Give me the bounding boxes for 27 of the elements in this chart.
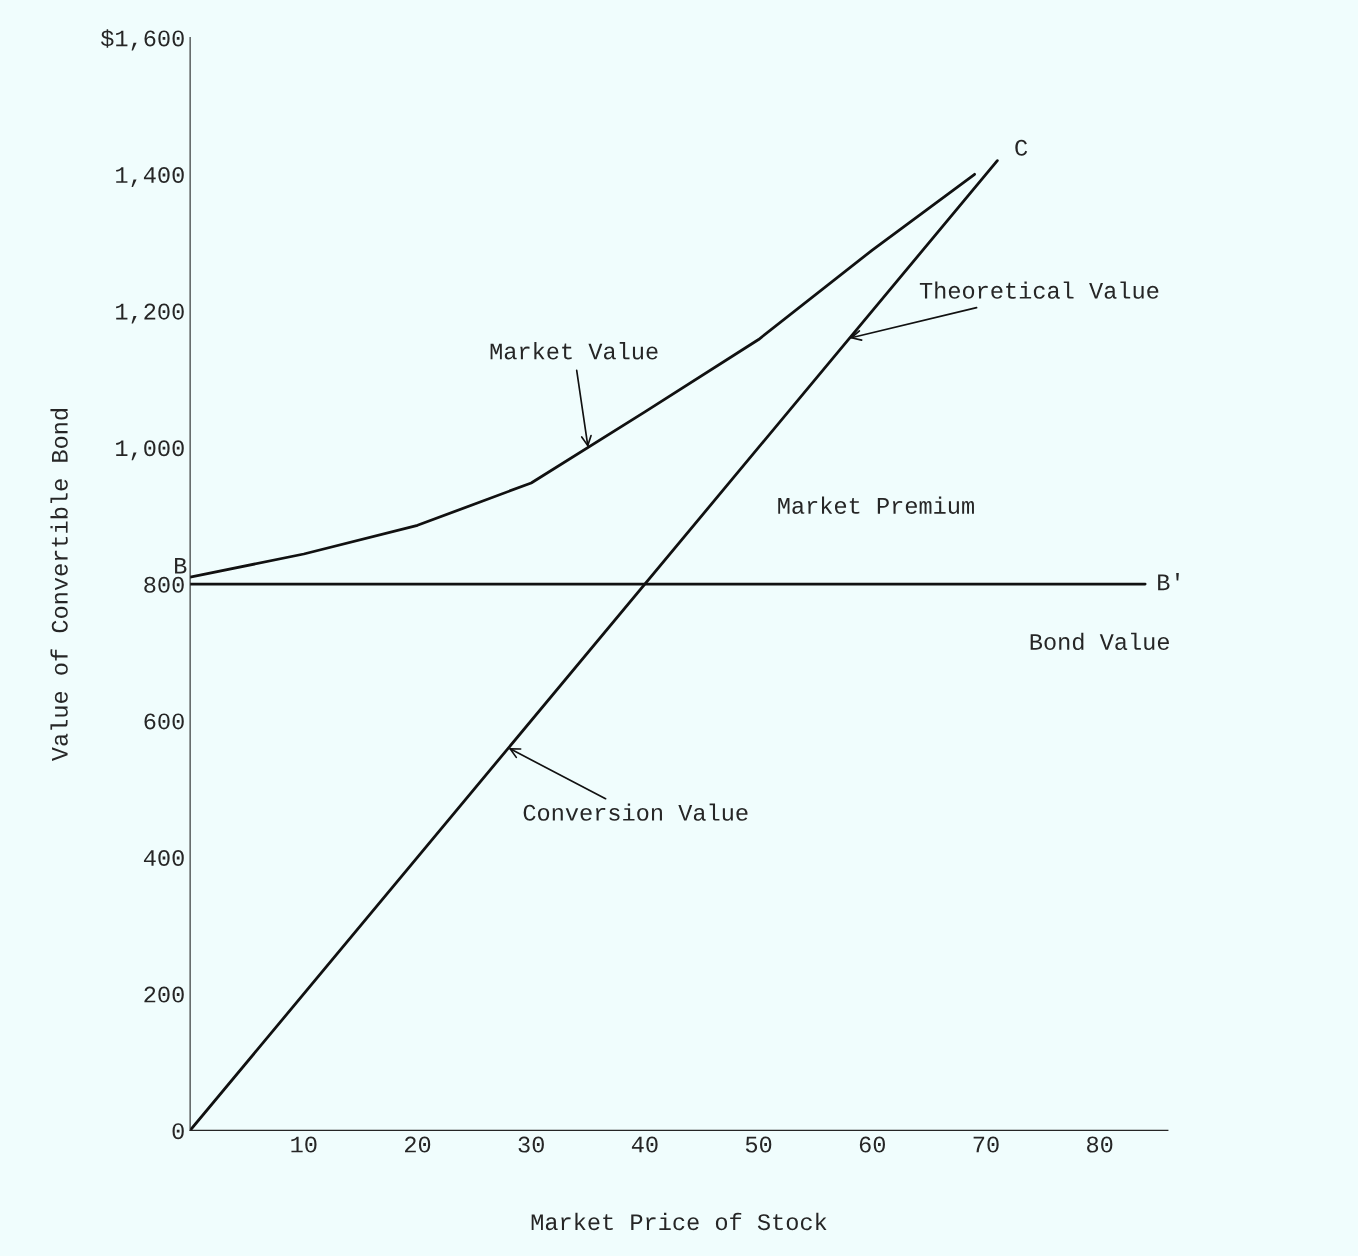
y-tick-label: 400 (143, 849, 184, 867)
annotation: Market Value (490, 342, 658, 360)
annotation: Bond Value (1030, 632, 1169, 651)
y-tick-label: 200 (144, 986, 184, 1003)
annotation: Market Premium (778, 496, 974, 514)
x-tick-label: 40 (631, 1136, 658, 1153)
y-axis-title: Value of Convertible Bond (50, 409, 68, 762)
x-tick-label: 50 (745, 1136, 772, 1153)
x-tick-label: 20 (405, 1136, 431, 1153)
annotation: Conversion Value (523, 803, 748, 821)
y-tick-label: 1,000 (116, 440, 184, 461)
y-tick-label: 1,400 (116, 167, 184, 188)
x-tick-label: 80 (1087, 1136, 1113, 1153)
y-tick-label: 0 (172, 1123, 184, 1140)
annotation: B' (1158, 573, 1179, 591)
x-tick-label: 10 (291, 1136, 317, 1153)
x-axis-title: Market Price of Stock (531, 1212, 827, 1231)
y-tick-label: $1,600 (101, 29, 184, 51)
x-tick-label: 30 (518, 1136, 544, 1153)
annotation: Theoretical Value (919, 281, 1159, 299)
y-tick-label: 1,200 (116, 303, 184, 324)
y-tick-label: 600 (144, 713, 184, 730)
y-tick-label: 800 (144, 576, 184, 593)
x-tick-label: 60 (859, 1136, 885, 1153)
annotation: B (175, 558, 187, 574)
annotation: C (1015, 139, 1028, 156)
x-tick-label: 70 (973, 1136, 999, 1153)
